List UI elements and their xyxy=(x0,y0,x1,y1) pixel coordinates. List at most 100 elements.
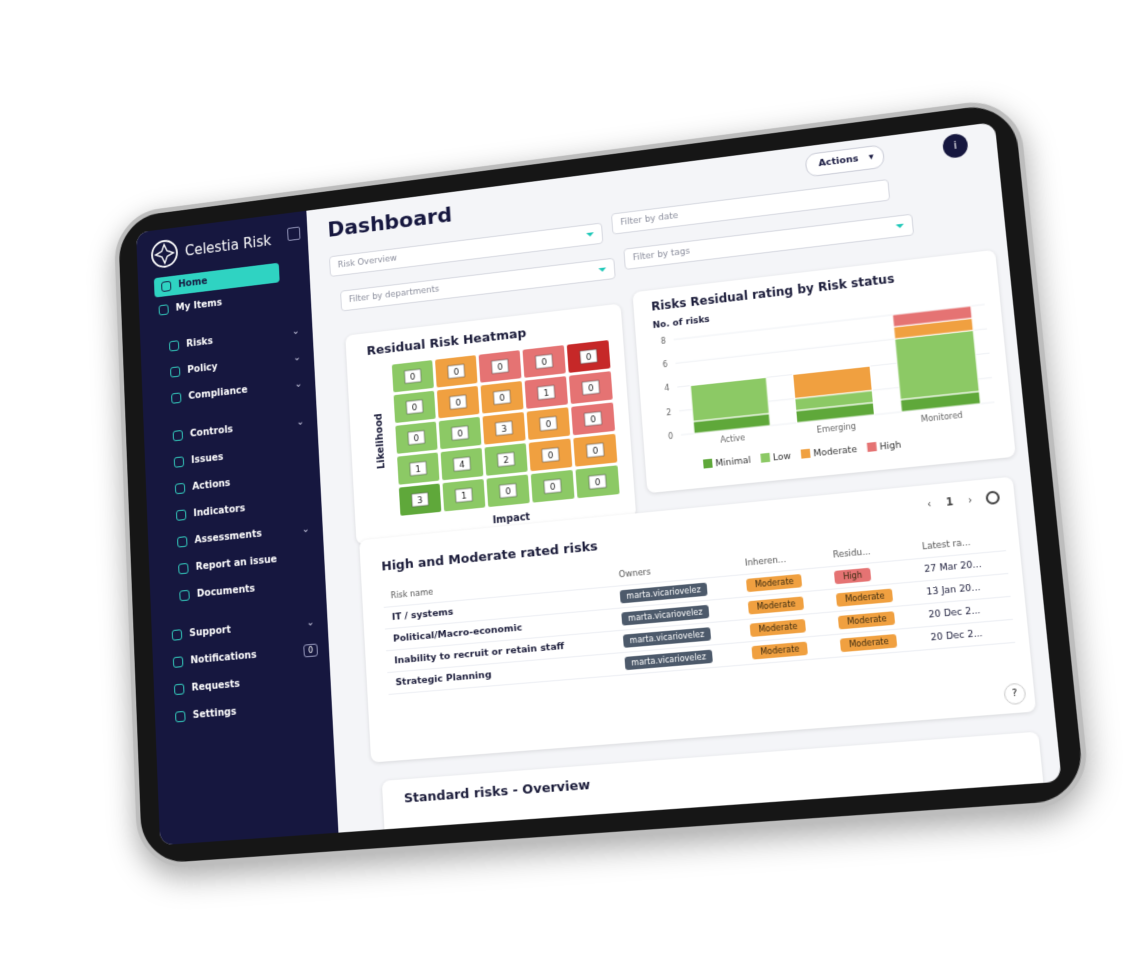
help-button[interactable]: ? xyxy=(1003,682,1027,706)
cell-label: 0 xyxy=(497,362,503,373)
nav-item[interactable]: Compliance xyxy=(171,385,248,404)
nav-item[interactable]: Issues xyxy=(173,452,224,468)
heatmap-cell xyxy=(438,416,482,450)
tablet-frame: Celestia Risk Home My Items Risks ⌄ Policy ⌄ C… xyxy=(113,96,1092,870)
cell-label-box xyxy=(544,479,561,493)
cell-label-box xyxy=(412,493,429,507)
cell-label: 0 xyxy=(550,482,556,493)
cell-label-box xyxy=(535,354,552,368)
nav-chevron: ⌄ xyxy=(294,378,303,390)
nav-label: Compliance xyxy=(188,384,248,402)
cell-label-box xyxy=(584,412,601,426)
standard-risks-title: Standard risks - Overview xyxy=(403,777,591,807)
nav-icon xyxy=(174,482,186,495)
nav-icon xyxy=(171,392,182,404)
nav-label: Actions xyxy=(192,478,231,493)
cell-label-box xyxy=(586,442,604,458)
nav-separator xyxy=(136,211,306,233)
cell-label-box xyxy=(495,421,512,435)
nav-item[interactable]: Documents xyxy=(179,584,255,602)
owner-chip: marta.vicariovelez xyxy=(619,582,708,603)
cell-label-box xyxy=(453,457,470,471)
nav-item[interactable]: Controls xyxy=(172,424,234,442)
legend-label: Low xyxy=(773,451,792,463)
nav-chevron: ⌄ xyxy=(296,416,305,428)
nav-label: Report an issue xyxy=(195,554,278,573)
x-tick-label: Emerging xyxy=(816,421,856,435)
actions-label: Actions xyxy=(818,153,859,170)
nav-item[interactable]: Support xyxy=(171,625,231,641)
owner-chip: marta.vicariovelez xyxy=(623,626,711,648)
nav-label: Risks xyxy=(185,336,214,350)
rating-badge: High xyxy=(834,567,871,584)
nav-icon xyxy=(158,304,169,316)
nav-item[interactable]: Risks xyxy=(168,336,214,352)
cell-label: 0 xyxy=(457,429,463,440)
cell-label: 0 xyxy=(412,403,418,414)
nav-icon xyxy=(175,509,187,521)
nav-item[interactable]: Settings xyxy=(175,707,237,723)
owner-chip: marta.vicariovelez xyxy=(624,649,713,670)
cell-label-box xyxy=(499,484,516,498)
cell-label: 3 xyxy=(417,496,423,507)
cell-label-box xyxy=(406,400,423,414)
nav-item[interactable]: Policy xyxy=(170,362,218,378)
nav-label: Assessments xyxy=(194,528,263,546)
nav-icon xyxy=(178,562,189,575)
y-tick-label: 4 xyxy=(664,384,670,394)
prev-page[interactable]: ‹ xyxy=(926,499,932,511)
y-tick-label: 2 xyxy=(666,407,672,417)
nav-item[interactable]: Requests xyxy=(173,678,241,696)
date: 20 Dec 2... xyxy=(928,605,981,621)
nav-icon xyxy=(173,456,185,468)
cell-label: 0 xyxy=(592,446,598,457)
actions-button[interactable]: Actions ▾ xyxy=(804,144,885,178)
cell-label-box xyxy=(493,390,510,404)
date: 13 Jan 20... xyxy=(926,582,981,598)
bar-segment xyxy=(895,330,980,399)
heatmap-cell xyxy=(440,447,484,481)
nav-item[interactable]: Report an issue xyxy=(178,554,278,575)
nav-item[interactable]: Notifications xyxy=(172,650,257,668)
cell-label: 1 xyxy=(415,465,421,476)
cell-label: 1 xyxy=(461,491,467,502)
nav-chevron: ⌄ xyxy=(292,352,302,364)
cell-label: 0 xyxy=(594,478,600,489)
cell-label: 0 xyxy=(413,434,419,445)
bar-segment xyxy=(793,366,872,398)
cell-label-box xyxy=(589,475,607,490)
settings-button[interactable] xyxy=(985,490,1001,506)
nav-item[interactable]: Indicators xyxy=(175,503,245,521)
notification-count: 0 xyxy=(303,643,318,658)
nav-icon xyxy=(170,366,181,378)
collapse-button[interactable] xyxy=(287,226,301,242)
nav-label: Requests xyxy=(191,678,241,694)
nav-label: Controls xyxy=(189,424,234,440)
cell-label-box xyxy=(452,426,469,440)
rating-badge: Moderate xyxy=(746,573,803,592)
rating-badge: Moderate xyxy=(838,610,896,629)
y-tick-label: 0 xyxy=(668,431,674,441)
nav-label: Issues xyxy=(190,452,224,466)
y-axis-label: Likelihood xyxy=(374,413,388,470)
bar-segment xyxy=(690,377,769,421)
risk-name: Strategic Planning xyxy=(395,669,492,689)
nav-item[interactable]: My Items xyxy=(158,298,222,316)
legend-swatch xyxy=(760,452,771,463)
cell-label: 0 xyxy=(410,372,416,383)
nav-item[interactable]: Actions xyxy=(174,478,231,495)
legend-label: Moderate xyxy=(813,445,858,460)
nav-item[interactable]: Assessments xyxy=(177,529,262,548)
info-button[interactable]: i xyxy=(941,132,969,160)
heatmap-cell xyxy=(478,350,522,383)
bar-title: Risks Residual rating by Risk status xyxy=(650,271,895,314)
next-page[interactable]: › xyxy=(967,495,973,507)
rating-badge: Moderate xyxy=(751,641,809,660)
nav-icon xyxy=(161,280,172,293)
nav-icon xyxy=(177,536,188,548)
cell-label-box xyxy=(491,359,508,373)
legend-swatch xyxy=(800,448,811,459)
brand: Celestia Risk xyxy=(184,232,272,260)
sidebar: Celestia Risk Home My Items Risks ⌄ Policy ⌄ C… xyxy=(136,210,339,846)
